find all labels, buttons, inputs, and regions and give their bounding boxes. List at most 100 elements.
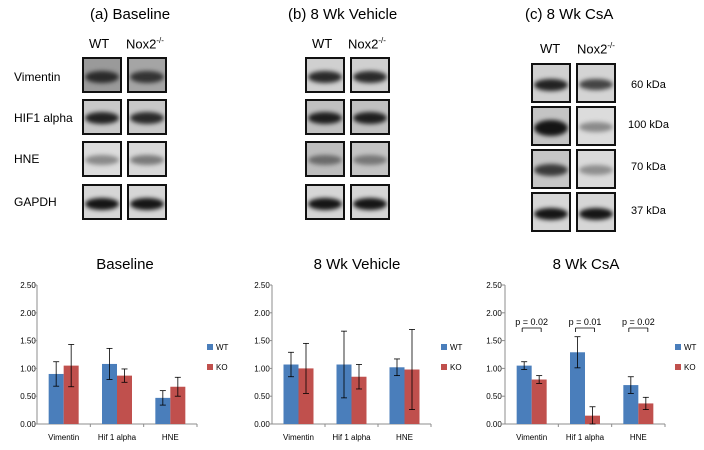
blot-band-hne-ko — [576, 149, 616, 189]
blot-band-gapdh-ko — [127, 184, 167, 220]
size-label-60: 60 kDa — [631, 79, 666, 91]
bar-ko-vimentin — [531, 379, 547, 424]
blot-band-hif1-ko — [576, 106, 616, 146]
x-tick-label: Vimentin — [283, 433, 314, 442]
y-tick-label: 2.00 — [254, 309, 270, 318]
bar-wt-hif-1-alpha — [102, 363, 117, 424]
legend-swatch-wt — [675, 344, 681, 350]
legend-swatch-wt — [207, 344, 213, 350]
bar-ko-hne — [170, 386, 186, 424]
blot-band-vimentin-wt — [82, 57, 122, 93]
p-value-label: p = 0.01 — [569, 317, 602, 327]
legend-swatch-ko — [675, 364, 681, 370]
row-label-gapdh: GAPDH — [14, 195, 57, 209]
legend-swatch-ko — [441, 364, 447, 370]
p-value-label: p = 0.02 — [515, 317, 548, 327]
panel-title: (b) 8 Wk Vehicle — [288, 6, 398, 23]
blot-band-vimentin-ko — [350, 57, 390, 93]
y-tick-label: 1.00 — [486, 364, 502, 373]
row-label-hne: HNE — [14, 152, 40, 166]
column-header-wt: WT — [540, 41, 561, 56]
legend-swatch-wt — [441, 344, 447, 350]
y-tick-label: 0.00 — [20, 420, 36, 429]
blot-band-hne-ko — [350, 141, 390, 177]
x-tick-label: HNE — [162, 433, 179, 442]
y-tick-label: 1.50 — [486, 337, 502, 346]
column-header-knockout: Nox2-/- — [577, 41, 615, 57]
bar-ko-hne — [638, 403, 654, 424]
blot-band-gapdh-wt — [82, 184, 122, 220]
size-label-70: 70 kDa — [631, 161, 666, 173]
y-tick-label: 0.50 — [486, 392, 502, 401]
x-tick-label: Vimentin — [48, 433, 79, 442]
y-tick-label: 1.50 — [254, 337, 270, 346]
x-tick-label: Vimentin — [516, 433, 547, 442]
row-label-vimentin: Vimentin — [14, 70, 61, 84]
bar-wt-hne — [389, 367, 405, 424]
y-tick-label: 2.00 — [486, 309, 502, 318]
y-tick-label: 2.50 — [254, 281, 270, 290]
x-tick-label: Hif 1 alpha — [98, 433, 137, 442]
blot-band-hif1-ko — [127, 99, 167, 135]
bar-wt-vimentin — [283, 364, 299, 424]
legend-label-wt: WT — [684, 343, 697, 352]
y-tick-label: 0.50 — [254, 392, 270, 401]
column-header-knockout: Nox2-/- — [126, 36, 164, 52]
blot-band-vimentin-wt — [531, 63, 571, 103]
blot-band-hif1-wt — [531, 106, 571, 146]
bar-wt-hne — [623, 385, 639, 424]
legend-label-ko: KO — [684, 363, 696, 372]
column-header-wt: WT — [312, 36, 333, 51]
panel-title: (a) Baseline — [90, 6, 171, 23]
y-tick-label: 2.50 — [20, 281, 36, 290]
blot-band-vimentin-ko — [576, 63, 616, 103]
y-tick-label: 0.00 — [486, 420, 502, 429]
legend-swatch-ko — [207, 364, 213, 370]
y-tick-label: 0.00 — [254, 420, 270, 429]
p-value-label: p = 0.02 — [622, 317, 655, 327]
y-tick-label: 2.00 — [20, 309, 36, 318]
blot-band-gapdh-ko — [350, 184, 390, 220]
y-tick-label: 1.00 — [254, 364, 270, 373]
size-label-37: 37 kDa — [631, 205, 666, 217]
bar-ko-vimentin — [298, 368, 314, 424]
bar-wt-hif-1-alpha — [570, 352, 585, 424]
x-tick-label: Hif 1 alpha — [566, 433, 605, 442]
blot-band-gapdh-wt — [305, 184, 345, 220]
legend-label-wt: WT — [216, 343, 229, 352]
legend-label-ko: KO — [450, 363, 462, 372]
y-tick-label: 1.00 — [20, 364, 36, 373]
blot-band-hne-wt — [82, 141, 122, 177]
y-tick-label: 2.50 — [486, 281, 502, 290]
chart-title: 8 Wk CsA — [553, 256, 620, 273]
row-label-hif1-alpha: HIF1 alpha — [14, 111, 73, 125]
panel-title: (c) 8 Wk CsA — [525, 6, 614, 23]
blot-band-hif1-ko — [350, 99, 390, 135]
blot-band-gapdh-ko — [576, 192, 616, 232]
blot-band-gapdh-wt — [531, 192, 571, 232]
bar-ko-vimentin — [63, 365, 79, 424]
bar-wt-vimentin — [516, 365, 532, 424]
blot-band-hne-ko — [127, 141, 167, 177]
legend-label-ko: KO — [216, 363, 228, 372]
blot-band-vimentin-ko — [127, 57, 167, 93]
blot-band-hne-wt — [305, 141, 345, 177]
size-label-100: 100 kDa — [628, 119, 669, 131]
chart-title: 8 Wk Vehicle — [314, 256, 401, 273]
bar-ko-hif-1-alpha — [351, 376, 367, 424]
x-tick-label: HNE — [396, 433, 413, 442]
y-tick-label: 1.50 — [20, 337, 36, 346]
column-header-wt: WT — [89, 36, 110, 51]
blot-band-hif1-wt — [82, 99, 122, 135]
x-tick-label: Hif 1 alpha — [332, 433, 371, 442]
column-header-knockout: Nox2-/- — [348, 36, 386, 52]
y-tick-label: 0.50 — [20, 392, 36, 401]
blot-band-vimentin-wt — [305, 57, 345, 93]
blot-band-hif1-wt — [305, 99, 345, 135]
bar-wt-vimentin — [48, 373, 64, 424]
bar-wt-hne — [155, 397, 171, 424]
legend-label-wt: WT — [450, 343, 463, 352]
bar-ko-hif-1-alpha — [117, 375, 132, 424]
chart-title: Baseline — [96, 256, 154, 273]
